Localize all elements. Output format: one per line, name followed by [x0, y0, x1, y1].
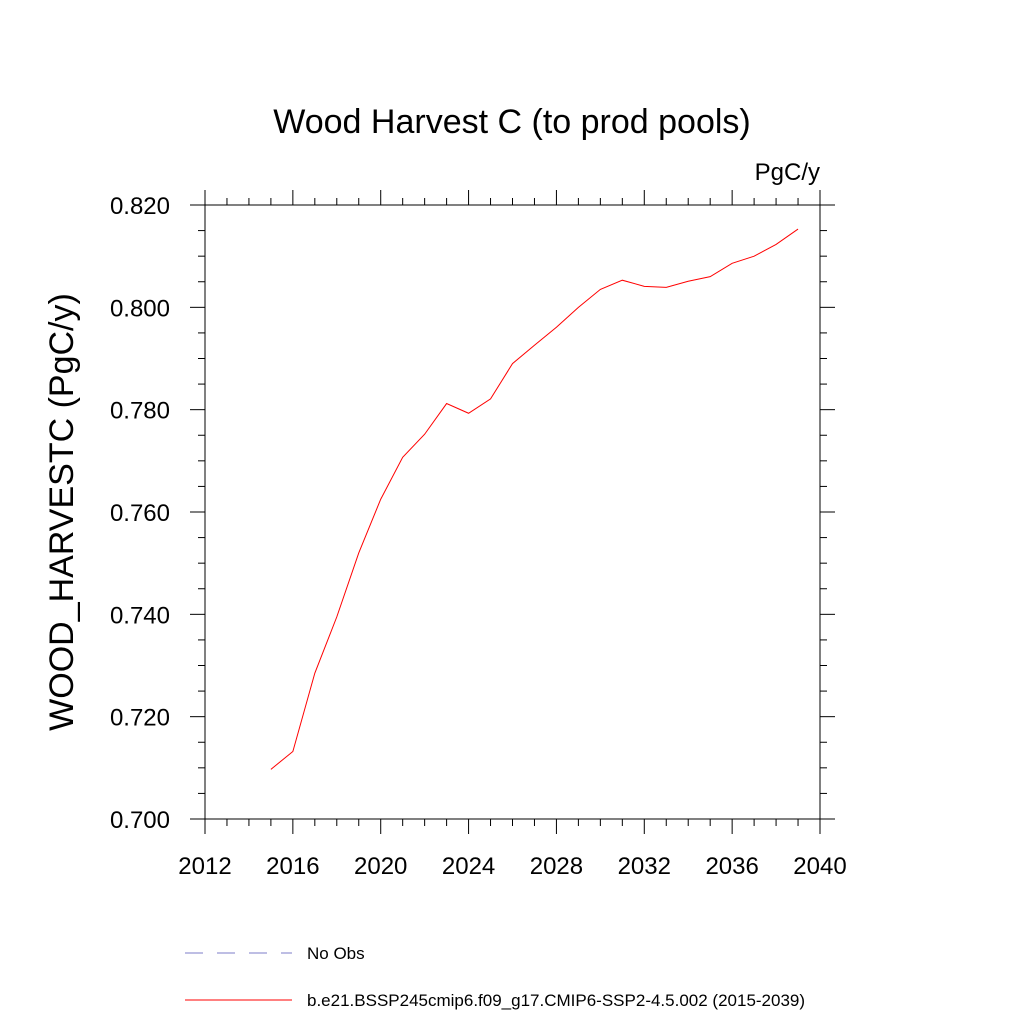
series-layer: [270, 228, 799, 770]
x-tick-label: 2020: [354, 853, 407, 880]
units-label: PgC/y: [755, 159, 820, 186]
y-tick-label: 0.700: [110, 807, 170, 834]
x-tick-label: 2024: [442, 853, 495, 880]
y-tick-label: 0.780: [110, 398, 170, 425]
x-tick-label: 2016: [266, 853, 319, 880]
y-axis-label: WOOD_HARVESTC (PgC/y): [43, 293, 81, 731]
series-line: [270, 228, 799, 770]
legend-label-no-obs: No Obs: [307, 944, 365, 963]
x-tick-label: 2028: [530, 853, 583, 880]
legend: No Obs b.e21.BSSP245cmip6.f09_g17.CMIP6-…: [185, 944, 805, 1010]
y-tick-label: 0.720: [110, 705, 170, 732]
y-axis: 0.700 0.720 0.740 0.760 0.780 0.800 0.820: [110, 193, 835, 834]
y-tick-label: 0.740: [110, 602, 170, 629]
x-tick-label: 2036: [705, 853, 758, 880]
plot-frame: [204, 204, 821, 820]
y-tick-label: 0.820: [110, 193, 170, 220]
x-tick-label: 2040: [793, 853, 846, 880]
x-axis: 2012 2016 2020 2024 2028 2032 2036 2040: [178, 190, 847, 880]
chart-title: Wood Harvest C (to prod pools): [273, 103, 750, 141]
y-tick-label: 0.800: [110, 295, 170, 322]
y-tick-label: 0.760: [110, 500, 170, 527]
x-tick-label: 2032: [618, 853, 671, 880]
x-tick-label: 2012: [178, 853, 231, 880]
legend-label-model: b.e21.BSSP245cmip6.f09_g17.CMIP6-SSP2-4.…: [307, 991, 805, 1010]
